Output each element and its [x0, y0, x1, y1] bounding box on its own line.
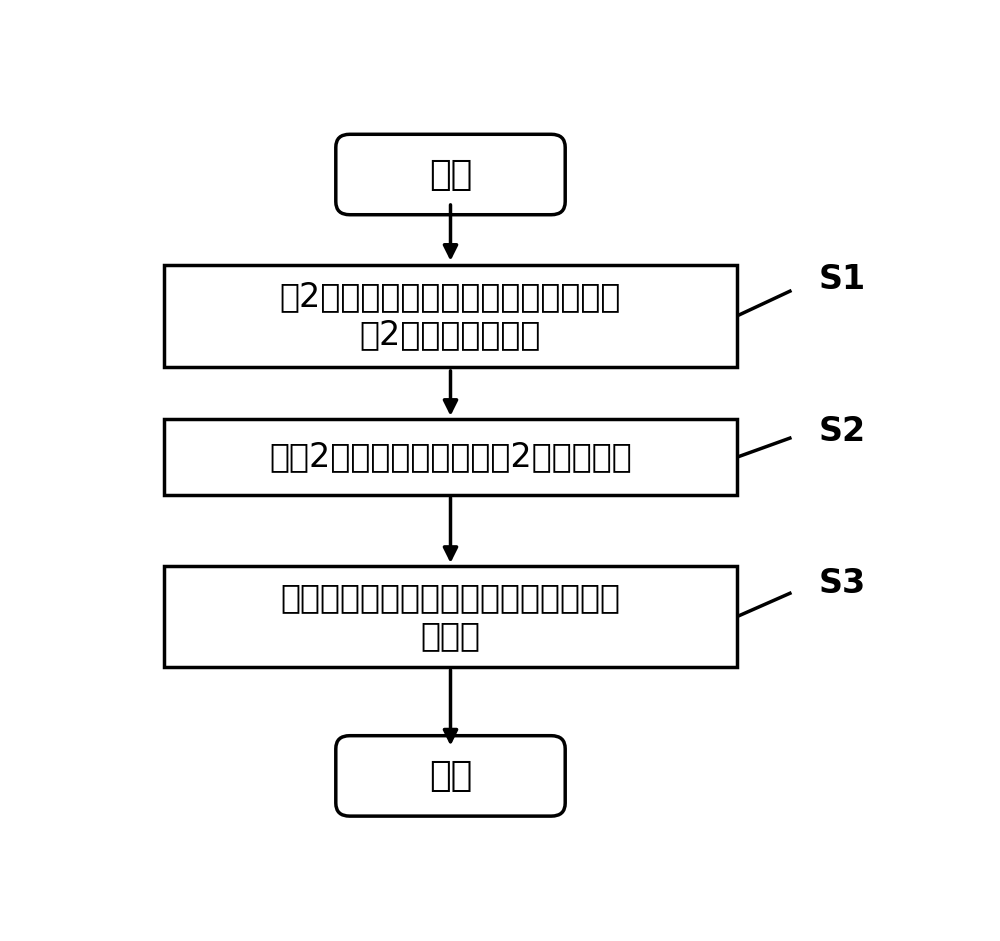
Text: 开始: 开始: [429, 157, 472, 192]
Text: S1: S1: [819, 263, 866, 296]
Text: 根据2路测试数字信号计算2路调整参数: 根据2路测试数字信号计算2路调整参数: [269, 440, 632, 473]
Text: S2: S2: [819, 415, 866, 448]
Text: 结束: 结束: [429, 758, 472, 793]
Text: 按照调整参数对相应的并行数字信号进
行调整: 按照调整参数对相应的并行数字信号进 行调整: [280, 581, 620, 652]
FancyBboxPatch shape: [336, 736, 565, 816]
FancyBboxPatch shape: [164, 265, 737, 367]
FancyBboxPatch shape: [336, 135, 565, 215]
FancyBboxPatch shape: [164, 419, 737, 495]
FancyBboxPatch shape: [164, 566, 737, 667]
Text: S3: S3: [819, 567, 866, 600]
Text: 剗2路测试模拟信号进行模数转换，得
到2路测试数字信号: 剗2路测试模拟信号进行模数转换，得 到2路测试数字信号: [280, 280, 621, 351]
